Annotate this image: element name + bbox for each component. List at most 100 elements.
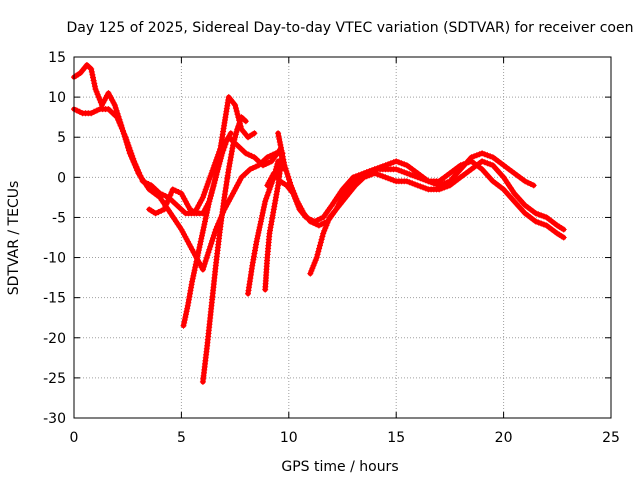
data-point [232,185,239,191]
data-point [190,272,197,279]
data-point [361,174,367,181]
data-point [385,175,392,182]
data-point [268,218,275,225]
data-point [322,225,329,232]
data-point [267,183,274,190]
data-point [130,155,137,162]
data-point [398,168,405,175]
data-point [274,185,281,192]
data-point [139,178,146,185]
data-point [131,158,138,165]
y-tick-label: -30 [43,411,66,427]
data-point [538,212,545,219]
data-point [315,248,322,255]
data-point [484,152,491,159]
data-point [202,218,208,225]
data-point [234,111,241,118]
data-point [196,244,203,251]
data-point [259,212,266,219]
data-point [134,166,141,173]
data-point [403,170,410,177]
x-tick-label: 5 [177,430,186,446]
data-point [260,207,267,213]
data-point [194,252,201,259]
data-point [194,255,200,262]
data-point [204,207,211,213]
data-point [406,179,413,186]
data-point [187,287,194,294]
data-point [202,258,209,264]
data-point [232,131,239,138]
data-point [197,199,203,206]
data-point [127,147,134,154]
data-point [256,224,263,231]
data-point [382,162,389,169]
series-line [245,158,281,297]
data-point [192,261,199,268]
data-point [247,166,254,173]
data-point [263,195,270,202]
data-point [207,195,213,202]
data-point [540,221,547,228]
data-point [276,139,283,145]
data-point [209,185,216,191]
data-point [183,311,189,318]
data-point [275,133,282,140]
data-point [310,262,317,269]
data-point [315,222,322,229]
data-point [175,189,182,195]
data-point [425,178,432,185]
data-point [203,255,210,262]
data-point [200,191,207,198]
data-point [259,209,266,216]
data-point [258,215,265,222]
data-point [481,151,488,158]
data-point [76,108,83,115]
data-point [91,83,98,90]
data-point [133,164,140,170]
series-dip-a [180,130,234,329]
data-point [316,242,323,249]
data-point [206,175,213,182]
data-point [225,198,232,205]
data-point [208,190,215,197]
data-point [289,185,295,191]
data-point [232,134,239,141]
data-point [481,159,488,166]
data-point [560,234,567,241]
data-point [309,265,316,272]
data-point [142,179,149,186]
data-point [203,209,210,216]
data-point [187,243,194,250]
data-point [138,175,145,182]
y-tick-label: -5 [52,210,66,226]
data-point [428,179,435,186]
data-point [88,66,95,72]
data-point [271,171,278,178]
data-point [422,185,429,192]
data-point [252,163,259,170]
data-point [283,168,290,174]
data-point [167,192,174,199]
data-point [156,190,163,197]
data-point [318,236,325,243]
data-point [184,305,191,312]
data-point [178,190,185,197]
data-point [230,139,237,146]
data-point [217,158,224,165]
data-point [314,251,321,258]
data-point [125,142,132,149]
data-point [313,221,319,228]
data-point [88,110,95,117]
data-point [204,181,211,187]
data-point [320,230,327,237]
data-point [307,218,314,225]
data-point [406,171,413,178]
data-point [277,141,284,148]
data-point [278,144,284,151]
data-point [209,187,216,194]
data-point [186,241,193,248]
data-point [158,207,165,214]
data-point [152,210,159,217]
